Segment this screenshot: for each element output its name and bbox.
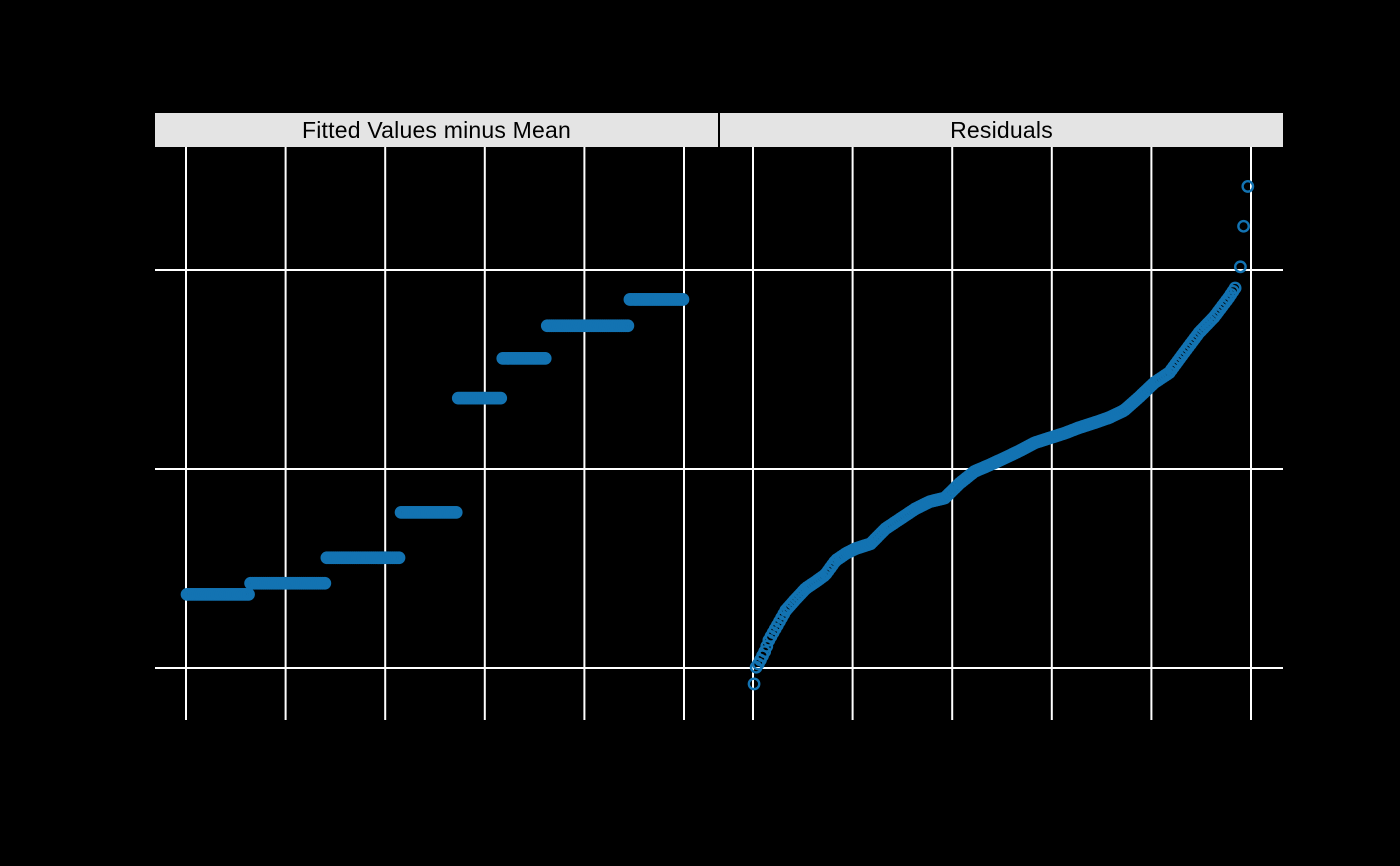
data-point bbox=[676, 293, 690, 306]
data-point bbox=[318, 576, 332, 590]
data-point bbox=[747, 677, 761, 691]
data-point bbox=[494, 391, 508, 405]
data-point bbox=[392, 551, 406, 565]
data-point bbox=[1228, 281, 1242, 295]
panel-strip-fitted-label: Fitted Values minus Mean bbox=[302, 117, 571, 143]
data-point bbox=[1241, 180, 1255, 193]
panel-strip-residuals-label: Residuals bbox=[950, 117, 1053, 143]
data-point bbox=[621, 319, 635, 333]
data-point bbox=[1233, 260, 1247, 274]
data-point bbox=[749, 660, 763, 674]
panel-strip-residuals: Residuals bbox=[720, 113, 1283, 147]
data-point bbox=[449, 505, 463, 519]
data-point bbox=[538, 351, 552, 365]
data-point bbox=[1237, 219, 1250, 233]
panel-strip-fitted: Fitted Values minus Mean bbox=[155, 113, 718, 147]
